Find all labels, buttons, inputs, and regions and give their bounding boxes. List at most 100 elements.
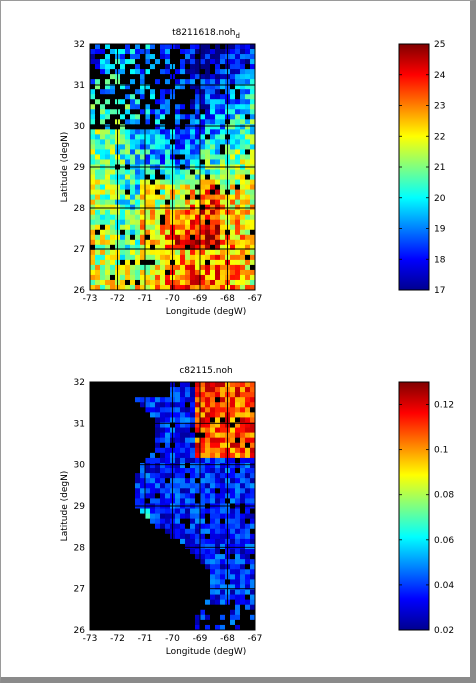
heatmap-cell [175, 407, 181, 413]
heatmap-cell [130, 224, 136, 231]
heatmap-cell [120, 412, 126, 418]
heatmap-cell [205, 624, 211, 630]
heatmap-cell [100, 594, 106, 601]
heatmap-cell [105, 84, 111, 90]
heatmap-cell [145, 579, 151, 585]
heatmap-cell [230, 478, 236, 484]
heatmap-cell [95, 624, 101, 630]
heatmap-cell [130, 234, 136, 241]
heatmap-cell [110, 614, 116, 621]
heatmap-cell [200, 473, 206, 479]
heatmap-cell [175, 452, 181, 459]
heatmap-cell [245, 274, 251, 281]
heatmap-cell [205, 392, 211, 398]
heatmap-cell [195, 169, 201, 175]
heatmap-cell [90, 488, 96, 494]
heatmap-cell [145, 179, 151, 185]
heatmap-cell [180, 284, 186, 290]
heatmap-cell [95, 382, 101, 388]
heatmap-cell [185, 549, 191, 555]
heatmap-cell [205, 234, 211, 241]
heatmap-cell [200, 94, 206, 100]
heatmap-cell [175, 549, 181, 555]
heatmap-cell [230, 518, 236, 525]
heatmap-cell [90, 437, 96, 444]
heatmap-cell [155, 259, 161, 266]
heatmap-cell [210, 462, 216, 469]
heatmap-cell [195, 249, 201, 256]
heatmap-cell [205, 483, 211, 489]
heatmap-cell [215, 447, 221, 454]
heatmap-cell [220, 407, 226, 413]
heatmap-cell [230, 94, 236, 100]
heatmap-cell [235, 254, 241, 261]
heatmap-cell [175, 619, 181, 626]
heatmap-cell [205, 44, 211, 50]
heatmap-cell [195, 54, 201, 60]
heatmap-cell [245, 437, 251, 444]
heatmap-cell [135, 412, 141, 418]
heatmap-cell [90, 99, 96, 105]
heatmap-cell [140, 119, 146, 125]
heatmap-cell [185, 154, 191, 160]
heatmap-cell [140, 174, 146, 180]
heatmap-cell [185, 64, 191, 70]
heatmap-cell [145, 559, 151, 565]
heatmap-cell [100, 498, 106, 504]
heatmap-cell [250, 442, 255, 449]
heatmap-cell [215, 432, 221, 439]
heatmap-cell [190, 124, 196, 130]
heatmap-cell [90, 564, 96, 570]
heatmap-cell [245, 498, 251, 504]
heatmap-cell [130, 159, 136, 165]
heatmap-cell [195, 579, 201, 585]
heatmap-cell [190, 412, 196, 418]
heatmap-cell [205, 249, 211, 256]
heatmap-cell [155, 264, 161, 271]
heatmap-cell [230, 437, 236, 444]
heatmap-cell [90, 478, 96, 484]
heatmap-cell [245, 44, 251, 50]
heatmap-cell [130, 619, 136, 626]
heatmap-cell [160, 159, 166, 165]
heatmap-cell [95, 59, 101, 65]
heatmap-cell [145, 229, 151, 236]
heatmap-cell [100, 397, 106, 403]
heatmap-cell [140, 604, 146, 611]
heatmap-cell [165, 239, 171, 246]
heatmap-cell [110, 94, 116, 100]
heatmap-cell [150, 44, 156, 50]
heatmap-cell [90, 397, 96, 403]
heatmap-cell [235, 169, 241, 175]
heatmap-cell [150, 594, 156, 601]
heatmap-cell [145, 134, 151, 140]
heatmap-cell [230, 54, 236, 60]
heatmap-cell [235, 538, 241, 545]
heatmap-cell [145, 624, 151, 630]
heatmap-cell [165, 468, 171, 474]
heatmap-cell [180, 49, 186, 55]
heatmap-cell [235, 614, 241, 621]
heatmap-cell [250, 427, 255, 434]
heatmap-cell [195, 412, 201, 418]
heatmap-cell [175, 589, 181, 595]
heatmap-cell [130, 74, 136, 80]
heatmap-cell [250, 259, 255, 266]
heatmap-cell [200, 274, 206, 281]
heatmap-cell [220, 109, 226, 115]
heatmap-cell [195, 523, 201, 530]
heatmap-cell [215, 614, 221, 621]
heatmap-cell [210, 483, 216, 489]
heatmap-cell [150, 442, 156, 449]
heatmap-cell [110, 392, 116, 398]
heatmap-cell [210, 543, 216, 550]
heatmap-cell [110, 533, 116, 540]
heatmap-cell [135, 219, 141, 226]
heatmap-cell [195, 619, 201, 626]
heatmap-cell [230, 64, 236, 70]
heatmap-cell [110, 84, 116, 90]
heatmap-cell [210, 49, 216, 55]
heatmap-cell [215, 129, 221, 135]
heatmap-cell [105, 259, 111, 266]
heatmap-cell [190, 417, 196, 423]
